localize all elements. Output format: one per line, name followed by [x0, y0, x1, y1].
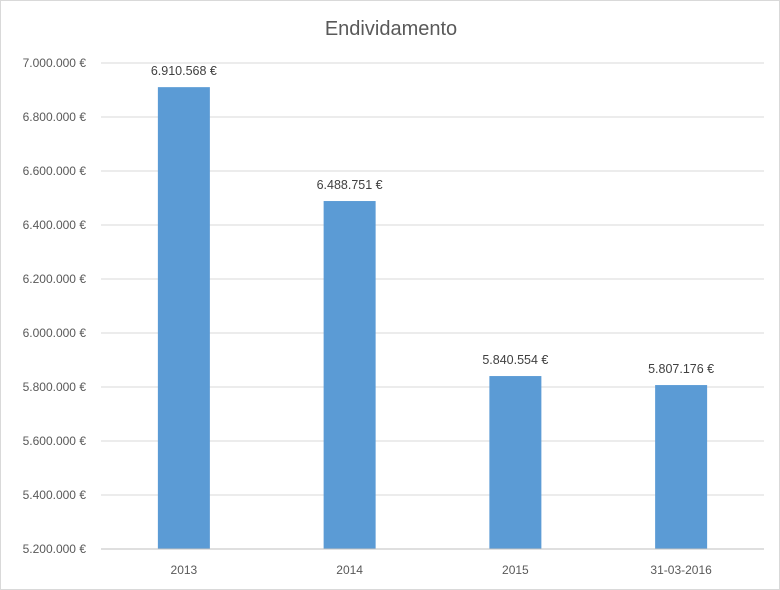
y-tick-label: 6.600.000 €: [23, 164, 87, 178]
bar: [323, 201, 376, 549]
bar: [655, 385, 708, 549]
bars: [157, 87, 708, 549]
y-tick-label: 6.200.000 €: [23, 272, 87, 286]
y-tick-label: 6.800.000 €: [23, 110, 87, 124]
y-tick-label: 5.400.000 €: [23, 488, 87, 502]
y-tick-label: 5.200.000 €: [23, 542, 87, 556]
data-label: 6.488.751 €: [317, 178, 383, 192]
data-label: 5.840.554 €: [482, 353, 548, 367]
y-axis: 5.200.000 € 5.400.000 € 5.600.000 € 5.800.0…: [23, 56, 87, 556]
x-tick-label: 31-03-2016: [650, 563, 712, 577]
data-label: 5.807.176 €: [648, 362, 714, 376]
y-tick-label: 7.000.000 €: [23, 56, 87, 70]
chart-title: Endividamento: [325, 18, 457, 40]
x-tick-label: 2015: [502, 563, 529, 577]
y-tick-label: 5.600.000 €: [23, 434, 87, 448]
y-tick-label: 6.000.000 €: [23, 326, 87, 340]
y-tick-label: 6.400.000 €: [23, 218, 87, 232]
x-tick-label: 2013: [171, 563, 198, 577]
x-tick-label: 2014: [336, 563, 363, 577]
data-label: 6.910.568 €: [151, 64, 217, 78]
bar: [489, 376, 542, 549]
bar: [157, 87, 210, 549]
data-labels: 6.910.568 € 6.488.751 € 5.840.554 € 5.807.1…: [151, 64, 714, 376]
x-axis: 2013 2014 2015 31-03-2016: [101, 548, 764, 577]
y-tick-label: 5.800.000 €: [23, 380, 87, 394]
